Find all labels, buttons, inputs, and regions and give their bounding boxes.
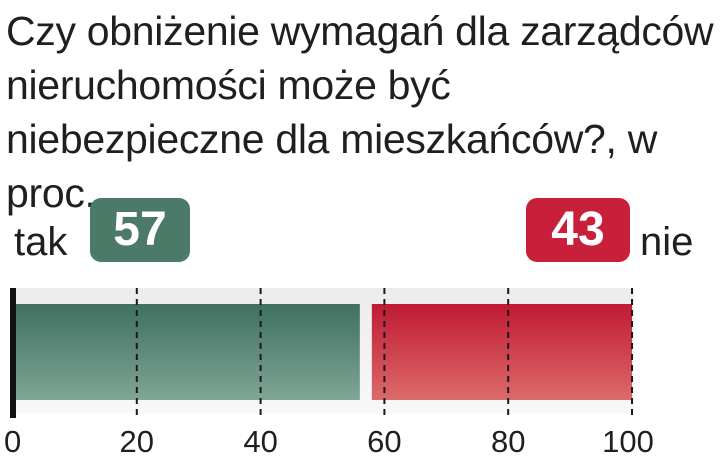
x-tick-label: 40 [243,424,277,459]
value-badge-nie: 43 [526,198,630,262]
label-nie: nie [640,220,694,264]
bar-nie [371,304,632,400]
y-axis-line [10,288,16,418]
label-tak: tak [14,220,68,264]
x-tick-label: 80 [491,424,525,459]
x-tick-label: 20 [120,424,154,459]
x-tick-label: 100 [602,424,654,459]
value-badge-tak: 57 [90,198,190,262]
x-tick-label: 60 [367,424,401,459]
x-tick-label: 0 [4,424,21,459]
chart-title: Czy obniżenie wymagań dla zarządców nier… [6,8,714,216]
stacked-bar-chart: 0 20 40 60 80 100 [4,288,654,459]
bar-tak [16,304,360,400]
